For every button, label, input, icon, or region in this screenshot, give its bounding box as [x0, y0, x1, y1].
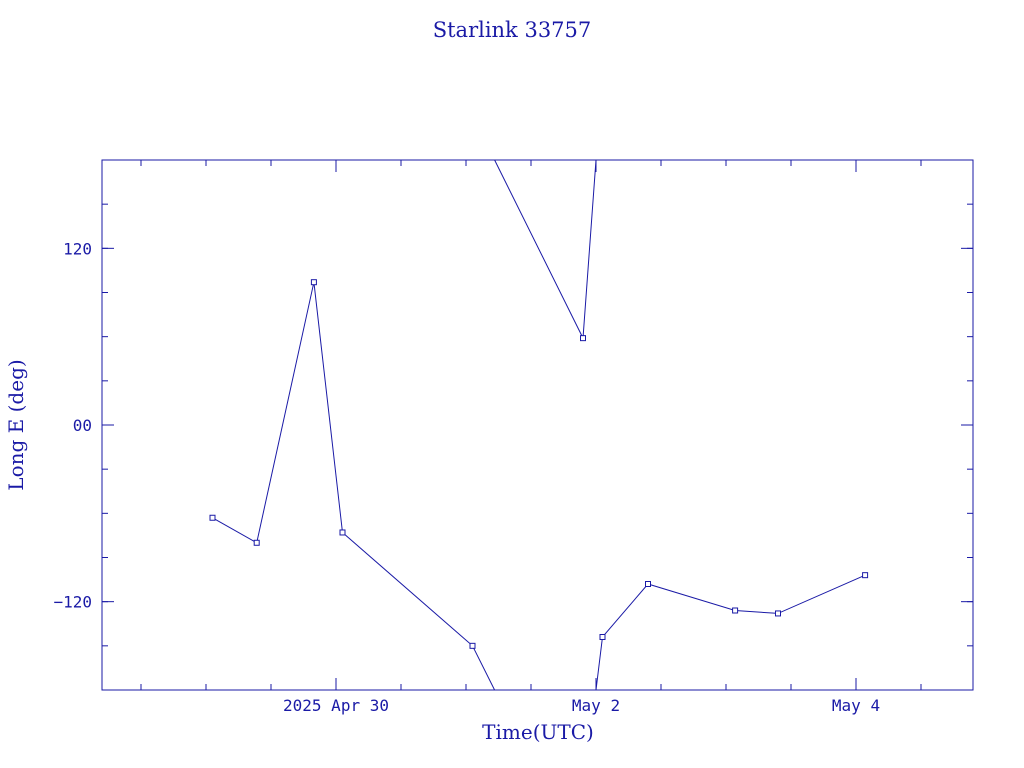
y-axis-label: Long E (deg) — [4, 359, 28, 490]
y-axis: 120 00 −120 — [53, 239, 973, 612]
data-point — [732, 607, 739, 614]
data-point — [209, 514, 216, 521]
x-tick-label: May 2 — [572, 696, 620, 715]
chart-title: Starlink 33757 — [433, 18, 592, 42]
y-tick-label: 120 — [63, 239, 92, 258]
data-point — [775, 610, 781, 617]
series-segment — [212, 282, 496, 691]
x-axis: 2025 Apr 30 May 2 May 4 — [283, 160, 880, 715]
data-point — [599, 634, 606, 640]
plot-frame — [101, 159, 974, 691]
data-markers — [209, 279, 869, 649]
x-minor-ticks — [140, 160, 922, 690]
x-tick-label: May 4 — [832, 696, 880, 715]
x-axis-label: Time(UTC) — [482, 720, 594, 744]
series-segment — [494, 159, 597, 340]
x-tick-label: 2025 Apr 30 — [283, 696, 389, 715]
data-point — [310, 279, 317, 286]
data-point — [339, 529, 346, 536]
y-tick-label: 00 — [73, 416, 92, 435]
series-segment — [595, 574, 866, 691]
data-point — [862, 572, 869, 579]
y-tick-label: −120 — [53, 593, 92, 612]
y-minor-ticks — [102, 203, 973, 647]
series-line — [212, 159, 866, 691]
data-point — [253, 539, 260, 546]
data-point — [469, 642, 476, 649]
data-point — [580, 335, 586, 342]
data-point — [645, 581, 651, 587]
